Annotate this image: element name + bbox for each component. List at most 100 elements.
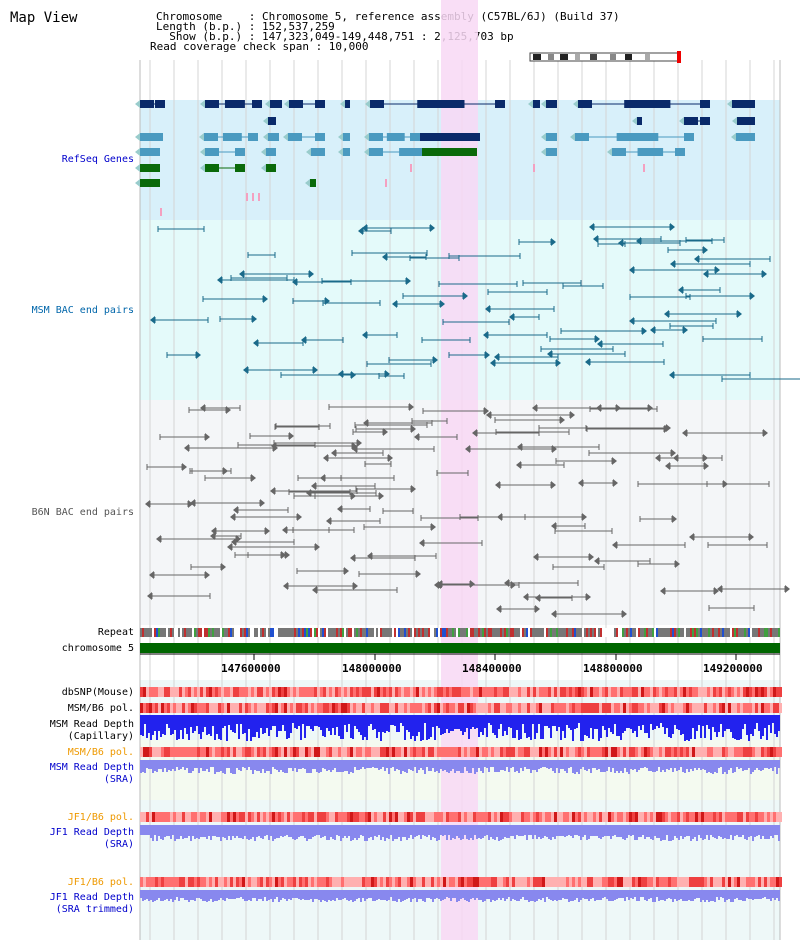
msm-sra-depth-bar bbox=[562, 760, 564, 769]
dbsnp-heat-cell bbox=[719, 687, 722, 697]
msm-sra-depth-bar bbox=[598, 760, 600, 769]
jf1-trim-depth-bar bbox=[728, 890, 730, 899]
jf1-sra-depth-bar bbox=[214, 825, 216, 836]
jf1-b6-pol-heat-cell bbox=[755, 877, 758, 887]
dbsnp-heat-cell bbox=[491, 687, 494, 697]
msm-b6-pol-heat-cell bbox=[605, 703, 608, 713]
msm-cap-depth-bar bbox=[734, 715, 736, 739]
msm-bac-pair-arrow bbox=[406, 277, 411, 285]
jf1-sra-depth-bar bbox=[506, 825, 508, 838]
msm-sra-depth-bar bbox=[458, 760, 460, 771]
msm-sra-depth-bar bbox=[186, 760, 188, 768]
msm-cap-depth-bar bbox=[760, 715, 762, 739]
b6n-bac-pair-arrow bbox=[297, 513, 302, 521]
jf1-trim-depth-bar bbox=[286, 890, 288, 901]
msm-b6-pol-heat-cell bbox=[218, 703, 221, 713]
jf1-sra-depth-bar bbox=[776, 825, 778, 835]
jf1-sra-depth-bar bbox=[440, 825, 442, 835]
jf1-b6-pol-heat-cell bbox=[368, 812, 371, 822]
jf1-trim-depth-bar bbox=[230, 890, 232, 899]
jf1-b6-pol-heat-cell bbox=[305, 877, 308, 887]
msm-b6-pol-heat-cell bbox=[395, 747, 398, 757]
msm-sra-depth-bar bbox=[166, 760, 168, 772]
repeat-block bbox=[572, 628, 574, 637]
jf1-b6-pol-heat-cell bbox=[419, 812, 422, 822]
jf1-b6-pol-heat-cell bbox=[497, 877, 500, 887]
jf1-b6-pol-heat-cell bbox=[581, 812, 584, 822]
jf1-b6-pol-heat-cell bbox=[260, 812, 263, 822]
jf1-trim-depth-bar bbox=[582, 890, 584, 898]
repeat-block bbox=[382, 628, 384, 637]
b6n-bac-pair-arrow bbox=[714, 587, 719, 595]
jf1-trim-depth-bar bbox=[518, 890, 520, 901]
msm-sra-depth-bar bbox=[606, 760, 608, 771]
msm-b6-pol-heat-cell bbox=[758, 703, 761, 713]
jf1-sra-depth-bar bbox=[538, 825, 540, 837]
msm-b6-pol-heat-cell bbox=[707, 747, 710, 757]
msm-b6-pol-heat-cell bbox=[404, 703, 407, 713]
msm-b6-pol-heat-cell bbox=[584, 747, 587, 757]
repeat-block bbox=[260, 628, 262, 637]
msm-cap-depth-bar bbox=[628, 715, 630, 728]
jf1-b6-pol-heat-cell bbox=[506, 877, 509, 887]
jf1-b6-pol-heat-cell bbox=[149, 812, 152, 822]
msm-b6-pol-heat-cell bbox=[341, 747, 344, 757]
msm-cap-depth-bar bbox=[266, 715, 268, 728]
jf1-sra-depth-bar bbox=[464, 825, 466, 835]
jf1-b6-pol-heat-cell bbox=[290, 812, 293, 822]
msm-cap-depth-bar bbox=[738, 715, 740, 740]
b6n-bac-pair-arrow bbox=[205, 433, 210, 441]
msm-cap-depth-bar bbox=[310, 715, 312, 729]
msm-b6-pol-heat-cell bbox=[284, 703, 287, 713]
b6n-bac-pair-arrow bbox=[586, 593, 591, 601]
refseq-genes-label[interactable]: RefSeq Genes bbox=[61, 154, 134, 165]
jf1-trim-depth-bar bbox=[304, 890, 306, 900]
b6n-bac-pair-arrow bbox=[285, 551, 290, 559]
jf1-trim-depth-bar bbox=[188, 890, 190, 902]
msm-b6-pol-heat-cell bbox=[551, 703, 554, 713]
msm-sra-depth-bar bbox=[630, 760, 632, 769]
msm-b6-pol-heat-cell bbox=[281, 747, 284, 757]
msm-cap-depth-bar bbox=[372, 715, 374, 730]
repeat-block bbox=[322, 628, 324, 637]
msm-cap-depth-bar bbox=[562, 715, 564, 731]
repeat-block bbox=[496, 628, 498, 637]
b6n-bac-pair-arrow bbox=[665, 462, 670, 470]
jf1-b6-pol-heat-cell bbox=[608, 812, 611, 822]
msm-cap-depth-bar bbox=[736, 715, 738, 740]
msm-sra-depth-bar bbox=[210, 760, 212, 767]
msm-sra-depth-bar bbox=[482, 760, 484, 773]
jf1-b6-pol-heat-cell bbox=[770, 812, 773, 822]
msm-sra-depth-bar bbox=[524, 760, 526, 767]
msm-sra-depth-bar bbox=[266, 760, 268, 771]
b6n-bac-pair-arrow bbox=[596, 404, 601, 412]
jf1-trim-depth-bar bbox=[180, 890, 182, 898]
dbsnp-heat-cell bbox=[692, 687, 695, 697]
repeat-block bbox=[140, 628, 142, 637]
jf1-sra-depth-bar bbox=[416, 825, 418, 836]
gene-exon bbox=[547, 133, 557, 141]
jf1-b6-pol-heat-cell bbox=[482, 877, 485, 887]
gene-marker bbox=[258, 193, 260, 201]
jf1-sra-depth-bar bbox=[616, 825, 618, 837]
msm-cap-depth-bar bbox=[184, 715, 186, 728]
msm-bac-label[interactable]: MSM BAC end pairs bbox=[31, 305, 134, 316]
jf1-trim-depth-bar bbox=[746, 890, 748, 898]
msm-sra-depth-bar bbox=[536, 760, 538, 772]
jf1-b6-pol-heat-cell bbox=[176, 877, 179, 887]
jf1-trim-depth-bar bbox=[772, 890, 774, 898]
jf1-trim-depth-bar bbox=[756, 890, 758, 899]
msm-sra-depth-bar bbox=[538, 760, 540, 769]
gene-exon bbox=[745, 133, 755, 141]
jf1-sra-depth-bar bbox=[468, 825, 470, 840]
dbsnp-heat-cell bbox=[611, 687, 614, 697]
msm-cap-depth-bar bbox=[532, 715, 534, 724]
repeat-block bbox=[362, 628, 364, 637]
b6n-bac-label[interactable]: B6N BAC end pairs bbox=[31, 507, 134, 518]
jf1-trim-depth-bar bbox=[652, 890, 654, 902]
jf1-sra-depth-bar bbox=[662, 825, 664, 840]
repeat-block bbox=[370, 628, 372, 637]
dbsnp-heat-cell bbox=[482, 687, 485, 697]
msm-sra-depth-bar bbox=[614, 760, 616, 773]
